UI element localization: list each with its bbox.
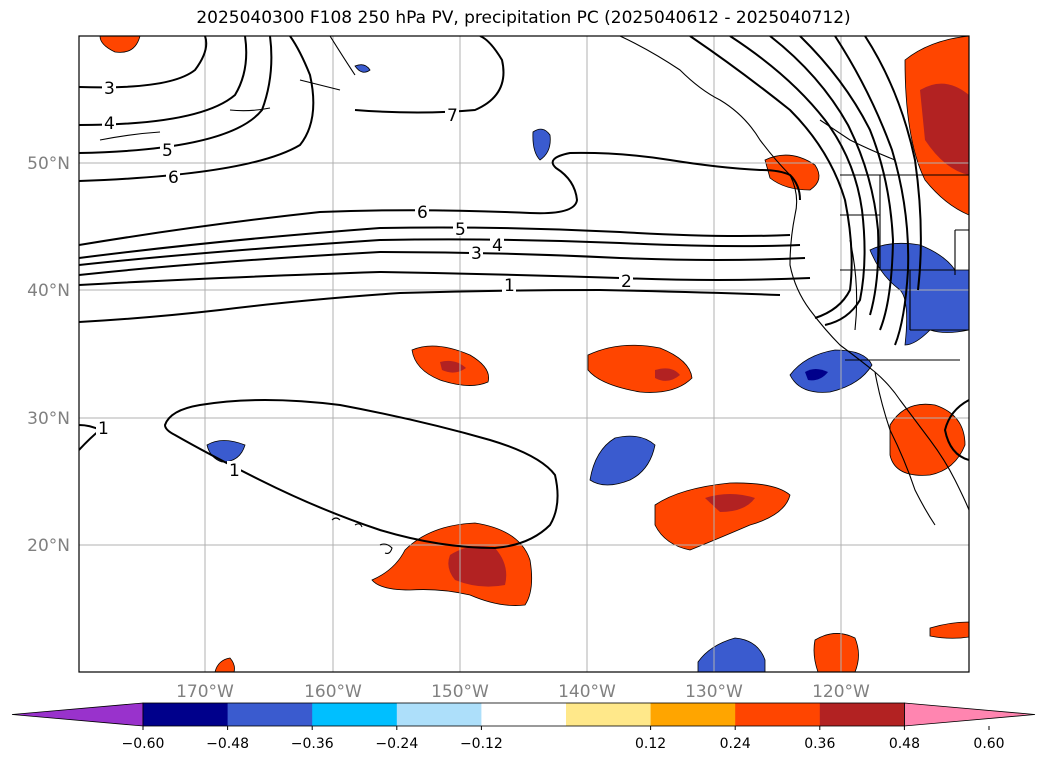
colorbar-cell xyxy=(650,703,736,726)
colorbar-cell xyxy=(566,703,652,726)
colorbar-extend-low xyxy=(11,702,144,727)
colorbar-tick-label: 0.48 xyxy=(889,736,920,752)
contour-label: 6 xyxy=(417,203,428,223)
contour-label: 5 xyxy=(162,141,173,161)
precip-negative-anomalies xyxy=(206,64,969,672)
plot-frame xyxy=(78,35,970,673)
lon-label: 140°W xyxy=(558,682,616,702)
colorbar-cell xyxy=(227,703,313,726)
lat-label: 50°N xyxy=(27,154,70,174)
contour-label: 1 xyxy=(98,419,109,439)
colorbar-cell xyxy=(143,703,229,726)
colorbar-tick-label: −0.48 xyxy=(206,736,249,752)
lon-label: 160°W xyxy=(304,682,362,702)
contour-label: 3 xyxy=(471,244,482,264)
lat-label: 20°N xyxy=(27,536,70,556)
contour-label: 4 xyxy=(104,114,115,134)
lon-label: 120°W xyxy=(812,682,870,702)
colorbar-cell xyxy=(735,703,821,726)
colorbar-tick-label: −0.24 xyxy=(375,736,418,752)
colorbar-tick-label: 0.24 xyxy=(720,736,751,752)
colorbar-tick-label: 0.12 xyxy=(635,736,666,752)
plot-area: 3 4 5 6 7 6 5 4 3 1 2 1 1 xyxy=(79,36,969,672)
lat-label: 30°N xyxy=(27,409,70,429)
colorbar-cell xyxy=(312,703,398,726)
contour-label: 1 xyxy=(229,461,240,481)
colorbar-tick-label: −0.12 xyxy=(460,736,503,752)
colorbar-cell xyxy=(819,703,905,726)
colorbar-tick-label: 0.60 xyxy=(973,736,1004,752)
contour-label: 3 xyxy=(104,79,115,99)
latitude-labels: 50°N 40°N 30°N 20°N xyxy=(27,154,70,556)
map-title: 2025040300 F108 250 hPa PV, precipitatio… xyxy=(196,8,851,28)
contour-label: 2 xyxy=(621,272,632,292)
lon-label: 130°W xyxy=(685,682,743,702)
lon-label: 150°W xyxy=(431,682,489,702)
contour-label: 1 xyxy=(504,276,515,296)
colorbar: −0.60 −0.48 −0.36 −0.24 −0.12 0.12 0.24 0.36 0.4… xyxy=(11,702,1036,752)
colorbar-tick-label: −0.60 xyxy=(122,736,165,752)
colorbar-cell xyxy=(481,703,567,726)
precip-positive-anomalies xyxy=(99,36,969,672)
contour-label: 6 xyxy=(168,168,179,188)
contour-label: 7 xyxy=(447,106,458,126)
colorbar-tick-label: −0.36 xyxy=(291,736,334,752)
contour-label: 5 xyxy=(455,220,466,240)
longitude-labels: 170°W 160°W 150°W 140°W 130°W 120°W xyxy=(176,682,870,702)
colorbar-extend-high xyxy=(904,702,1036,727)
lon-label: 170°W xyxy=(176,682,234,702)
lat-label: 40°N xyxy=(27,281,70,301)
colorbar-cell xyxy=(396,703,482,726)
contour-label: 4 xyxy=(492,236,503,256)
pv-contours xyxy=(79,36,969,550)
colorbar-tick-label: 0.36 xyxy=(804,736,835,752)
pv-contour-labels: 3 4 5 6 7 6 5 4 3 1 2 1 1 xyxy=(96,79,633,481)
colorbar-frame xyxy=(142,702,905,727)
